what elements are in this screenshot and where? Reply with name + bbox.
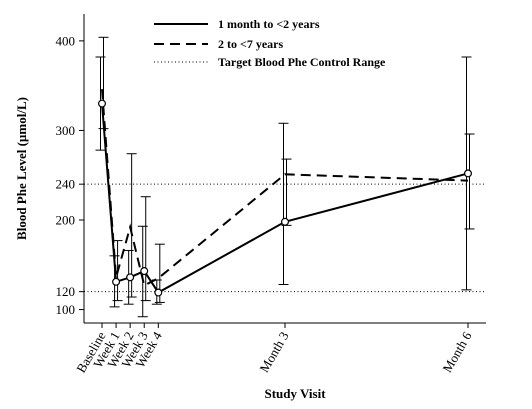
legend: 1 month to <2 years 2 to <7 years Target… [154,17,386,69]
y-tick-label-300: 300 [56,123,76,138]
error-bars [95,36,475,318]
y-axis-title: Blood Phe Level (µmol/L) [14,97,29,240]
error-bar-2-years-week-3 [140,196,151,302]
data-point-week-1 [112,277,121,286]
y-tick-label-120: 120 [56,284,76,299]
y-tick-label-400: 400 [56,33,76,48]
x-tick-label-month-6: Month 6 [439,329,474,375]
data-point-week-2 [126,273,135,282]
legend-label-target-range: Target Blood Phe Control Range [218,55,386,69]
legend-label-2-years: 2 to <7 years [218,37,283,51]
reference-lines [84,183,486,293]
series-markers [97,99,473,297]
data-point-month-6 [464,169,473,178]
x-tick-label-month-3: Month 3 [256,329,291,375]
error-bar-2-years-month-6 [464,133,475,230]
data-point-week-3 [140,267,149,276]
x-axis-title: Study Visit [264,386,326,401]
data-point-baseline [97,99,106,108]
series-lines [101,89,469,294]
series-line-2-years [101,89,469,287]
error-bar-2-years-week-2 [126,153,137,298]
y-ticks: 100 120 200 240 300 400 [56,33,84,317]
data-point-week-4 [154,288,163,297]
error-bar-1-month-month-3 [278,122,289,285]
legend-label-1-month: 1 month to <2 years [218,17,320,31]
y-tick-label-200: 200 [56,213,76,228]
data-point-month-3 [281,217,290,226]
y-tick-label-240: 240 [56,177,76,192]
series-line-1-month [101,103,469,294]
y-tick-label-100: 100 [56,302,76,317]
